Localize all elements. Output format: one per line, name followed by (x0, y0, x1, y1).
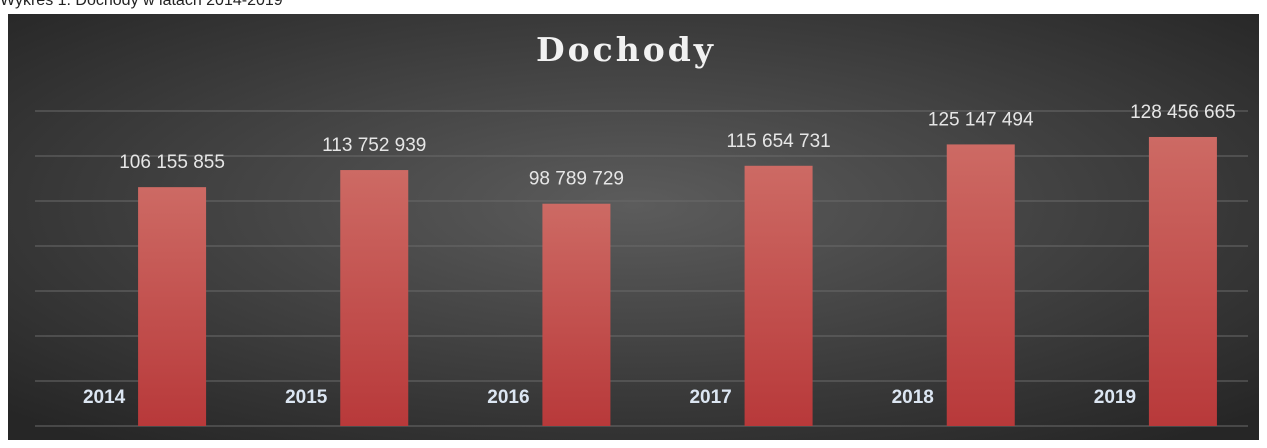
value-label: 106 155 855 (119, 152, 225, 173)
bar (138, 187, 207, 426)
x-tick-label: 2014 (83, 387, 126, 408)
value-label: 113 752 939 (322, 135, 426, 156)
x-tick-label: 2017 (689, 387, 731, 408)
chart-background (8, 14, 1259, 440)
x-tick-label: 2018 (892, 387, 934, 408)
value-label: 125 147 494 (928, 109, 1034, 130)
x-tick-label: 2015 (285, 387, 328, 408)
value-label: 115 654 731 (726, 131, 830, 152)
x-tick-label: 2019 (1094, 387, 1136, 408)
bar (542, 203, 611, 426)
bar (1148, 136, 1217, 426)
caption: Wykres 1. Dochody w latach 2014-2019 (0, 0, 283, 9)
bar (340, 170, 409, 426)
x-tick-label: 2016 (487, 387, 529, 408)
value-label: 128 456 665 (1130, 102, 1236, 123)
value-label: 98 789 729 (529, 169, 624, 190)
bar (744, 165, 813, 426)
bar (946, 144, 1015, 426)
chart-title: Dochody (536, 30, 716, 69)
